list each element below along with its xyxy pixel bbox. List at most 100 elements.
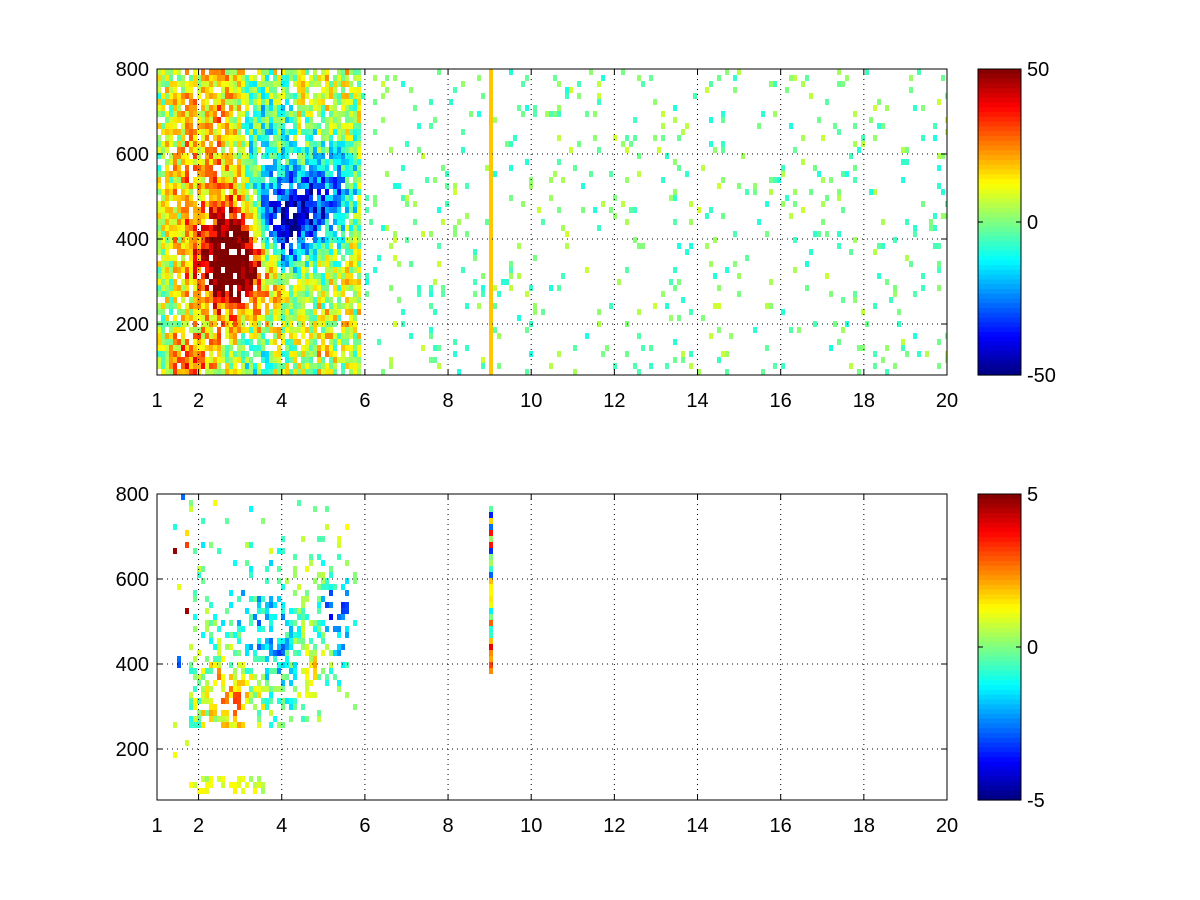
- heatmap-cell: [289, 339, 293, 345]
- heatmap-cell: [329, 249, 333, 255]
- heatmap-cell: [853, 237, 857, 243]
- heatmap-cell: [229, 69, 233, 75]
- heatmap-cell: [209, 363, 213, 369]
- heatmap-cell: [489, 147, 493, 153]
- heatmap-cell: [285, 351, 289, 357]
- heatmap-cell: [349, 303, 353, 309]
- heatmap-cell: [297, 309, 301, 315]
- heatmap-cell: [209, 267, 213, 273]
- heatmap-cell: [621, 69, 625, 75]
- heatmap-cell: [237, 75, 241, 81]
- heatmap-cell: [201, 776, 205, 782]
- heatmap-cell: [265, 686, 269, 692]
- colorbar-segment: [978, 690, 1021, 696]
- heatmap-cell: [341, 141, 345, 147]
- heatmap-cell: [201, 542, 205, 548]
- heatmap-cell: [805, 285, 809, 291]
- heatmap-cell: [489, 668, 493, 674]
- heatmap-cell: [337, 147, 341, 153]
- heatmap-cell: [233, 123, 237, 129]
- heatmap-cell: [233, 698, 237, 704]
- heatmap-cell: [285, 644, 289, 650]
- heatmap-cell: [217, 261, 221, 267]
- heatmap-cell: [229, 363, 233, 369]
- heatmap-cell: [265, 117, 269, 123]
- heatmap-cell: [281, 165, 285, 171]
- heatmap-cell: [641, 345, 645, 351]
- colorbar-segment: [978, 565, 1021, 572]
- heatmap-cell: [877, 243, 881, 249]
- heatmap-cell: [841, 327, 845, 333]
- heatmap-cell: [821, 201, 825, 207]
- heatmap-cell: [189, 363, 193, 369]
- heatmap-cell: [213, 135, 217, 141]
- heatmap-cell: [233, 279, 237, 285]
- heatmap-cell: [325, 189, 329, 195]
- heatmap-cell: [477, 303, 481, 309]
- heatmap-cell: [185, 363, 189, 369]
- heatmap-cell: [901, 159, 905, 165]
- heatmap-cell: [285, 231, 289, 237]
- grid-lines: [157, 494, 947, 800]
- heatmap-cell: [289, 321, 293, 327]
- heatmap-cell: [301, 285, 305, 291]
- heatmap-cell: [249, 369, 253, 375]
- heatmap-cell: [325, 267, 329, 273]
- heatmap-cell: [245, 123, 249, 129]
- heatmap-cell: [553, 75, 557, 81]
- heatmap-cell: [317, 536, 321, 542]
- heatmap-cell: [341, 177, 345, 183]
- heatmap-cell: [253, 363, 257, 369]
- heatmap-cell: [509, 165, 513, 171]
- heatmap-cell: [453, 183, 457, 189]
- heatmap-cell: [305, 201, 309, 207]
- heatmap-cell: [265, 566, 269, 572]
- heatmap-cell: [625, 135, 629, 141]
- heatmap-cell: [277, 327, 281, 333]
- heatmap-cell: [213, 309, 217, 315]
- heatmap-cell: [277, 75, 281, 81]
- heatmap-cell: [341, 75, 345, 81]
- heatmap-cell: [233, 87, 237, 93]
- heatmap-cell: [221, 279, 225, 285]
- heatmap-cell: [685, 249, 689, 255]
- heatmap-cell: [793, 75, 797, 81]
- heatmap-cell: [337, 297, 341, 303]
- heatmap-cell: [321, 572, 325, 578]
- heatmap-cell: [321, 255, 325, 261]
- heatmap-cell: [237, 297, 241, 303]
- heatmap-cell: [297, 75, 301, 81]
- heatmap-cell: [169, 285, 173, 291]
- heatmap-cell: [309, 279, 313, 285]
- heatmap-cell: [353, 141, 357, 147]
- heatmap-cell: [349, 243, 353, 249]
- heatmap-cell: [261, 201, 265, 207]
- heatmap-cell: [285, 117, 289, 123]
- heatmap-cell: [249, 273, 253, 279]
- heatmap-cell: [229, 321, 233, 327]
- heatmap-cell: [161, 93, 165, 99]
- heatmap-cell: [937, 363, 941, 369]
- heatmap-cell: [553, 111, 557, 117]
- x-tick-label: 4: [276, 390, 287, 412]
- heatmap-cell: [257, 135, 261, 141]
- heatmap-cell: [201, 668, 205, 674]
- heatmap-cell: [173, 303, 177, 309]
- heatmap-cell: [265, 213, 269, 219]
- heatmap-cell: [161, 345, 165, 351]
- heatmap-cell: [337, 614, 341, 620]
- heatmap-cell: [273, 716, 277, 722]
- heatmap-cell: [237, 369, 241, 375]
- heatmap-cell: [893, 291, 897, 297]
- heatmap-cell: [233, 135, 237, 141]
- heatmap-cell: [317, 153, 321, 159]
- heatmap-cell: [217, 315, 221, 321]
- heatmap-cell: [165, 339, 169, 345]
- heatmap-cell: [733, 261, 737, 267]
- heatmap-cell: [341, 273, 345, 279]
- heatmap-cell: [225, 261, 229, 267]
- heatmap-cell: [237, 165, 241, 171]
- heatmap-cell: [189, 75, 193, 81]
- heatmap-cell: [769, 81, 773, 87]
- heatmap-cell: [261, 99, 265, 105]
